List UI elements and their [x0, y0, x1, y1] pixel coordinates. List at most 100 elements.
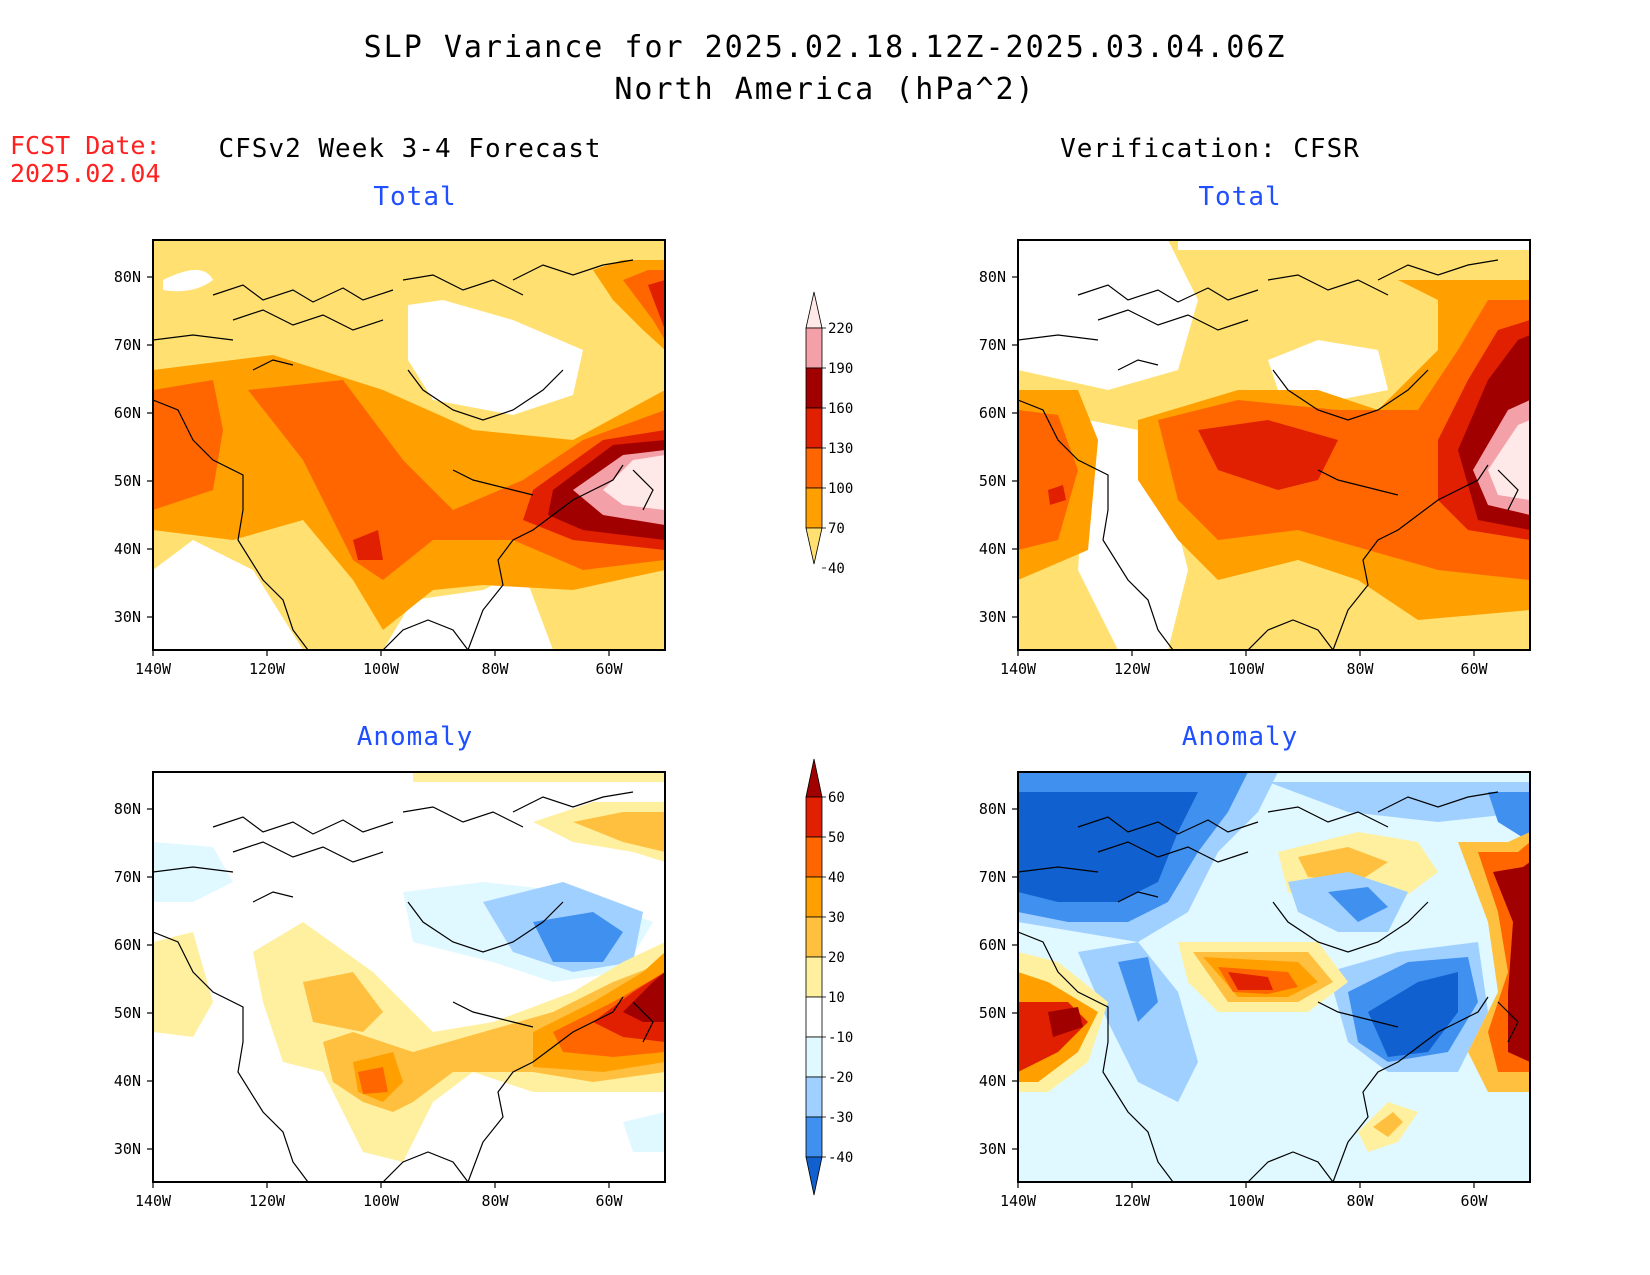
lat-tick: 30N — [114, 1140, 141, 1158]
lon-tick: 100W — [1228, 1192, 1265, 1210]
lat-ticks-forecast-anomaly: 80N 70N 60N 50N 40N 30N — [114, 800, 141, 1158]
colorbar-swatch — [805, 996, 823, 1038]
lon-tick: 100W — [363, 660, 400, 678]
colorbar-swatch — [805, 1076, 823, 1118]
colorbar-level-label: 50 — [828, 830, 845, 846]
shading-forecast-anomaly — [153, 772, 665, 1182]
lat-tick: 50N — [114, 472, 141, 490]
colorbar-level-label: -10 — [828, 1030, 853, 1046]
chart-subtitle: North America (hPa^2) — [614, 72, 1036, 107]
lat-tick: 50N — [979, 1004, 1006, 1022]
lat-tick: 40N — [114, 1072, 141, 1090]
colorbar-anomaly: 60 50 40 30 20 10 -10 -20 -30 -40 — [805, 758, 853, 1196]
colorbar-level-label: 100 — [828, 481, 853, 497]
lat-tick: 70N — [979, 868, 1006, 886]
colorbar-level-label: 20 — [828, 950, 845, 966]
lon-tick: 120W — [249, 660, 286, 678]
lon-tick: 120W — [1114, 660, 1151, 678]
colorbar-level-label: 130 — [828, 441, 853, 457]
lat-tick: 70N — [979, 336, 1006, 354]
colorbar-level-label: 40 — [828, 870, 845, 886]
colorbar-swatch — [805, 916, 823, 958]
lat-tick: 50N — [114, 1004, 141, 1022]
lat-tick: 60N — [114, 404, 141, 422]
colorbar-level-label: -40 — [828, 1150, 853, 1166]
panel-subtitle-verification-anomaly: Anomaly — [1181, 722, 1299, 752]
lat-tick: 30N — [979, 608, 1006, 626]
colorbar-top-arrow — [805, 758, 823, 798]
lat-tick: 60N — [979, 404, 1006, 422]
lon-ticks-verification-total: 140W 120W 100W 80W 60W — [1000, 660, 1489, 678]
lon-tick: 100W — [363, 1192, 400, 1210]
colorbar-swatch — [805, 836, 823, 878]
colorbar-swatch — [805, 487, 823, 529]
map-verification-anomaly: 80N 70N 60N 50N 40N 30N 140W 120W 100W 8… — [979, 771, 1531, 1210]
colorbar-level-label: 10 — [828, 990, 845, 1006]
lon-tick: 60W — [595, 1192, 623, 1210]
lon-tick: 80W — [481, 1192, 509, 1210]
lat-tick: 70N — [114, 868, 141, 886]
column-header-forecast: CFSv2 Week 3-4 Forecast — [218, 134, 602, 164]
colorbar-level-label: -30 — [828, 1110, 853, 1126]
lat-tick: 30N — [979, 1140, 1006, 1158]
colorbar-total: 220 190 160 130 100 70 40 — [805, 291, 853, 577]
column-header-verification: Verification: CFSR — [1060, 134, 1360, 164]
panel-subtitle-forecast-anomaly: Anomaly — [356, 722, 474, 752]
lon-ticks-forecast-total: 140W 120W 100W 80W 60W — [135, 660, 624, 678]
shading-verification-anomaly — [1018, 772, 1530, 1182]
colorbar-level-label: -20 — [828, 1070, 853, 1086]
lat-tick: 60N — [114, 936, 141, 954]
colorbar-bottom-arrow — [805, 527, 823, 565]
colorbar-swatch — [805, 327, 823, 369]
lat-ticks-verification-anomaly: 80N 70N 60N 50N 40N 30N — [979, 800, 1006, 1158]
lat-tick: 80N — [114, 800, 141, 818]
lon-tick: 140W — [135, 660, 172, 678]
map-verification-total: 80N 70N 60N 50N 40N 30N 140W 120W 100W 8… — [979, 239, 1531, 678]
lon-ticks-verification-anomaly: 140W 120W 100W 80W 60W — [1000, 1192, 1489, 1210]
fcst-date-value: 2025.02.04 — [10, 159, 161, 188]
lon-tick: 80W — [1346, 1192, 1374, 1210]
lon-tick: 60W — [1460, 660, 1488, 678]
colorbar-level-label: 60 — [828, 790, 845, 806]
colorbar-level-label: 190 — [828, 361, 853, 377]
lon-tick: 100W — [1228, 660, 1265, 678]
lat-tick: 80N — [979, 268, 1006, 286]
lat-ticks-forecast-total: 80N 70N 60N 50N 40N 30N — [114, 268, 141, 626]
lat-tick: 70N — [114, 336, 141, 354]
map-forecast-anomaly: 80N 70N 60N 50N 40N 30N 140W 120W 100W 8… — [114, 771, 666, 1210]
lon-tick: 80W — [1346, 660, 1374, 678]
colorbar-swatch — [805, 407, 823, 449]
colorbar-swatch — [805, 447, 823, 489]
colorbar-swatch — [805, 876, 823, 918]
lon-tick: 80W — [481, 660, 509, 678]
lon-tick: 60W — [1460, 1192, 1488, 1210]
colorbar-bottom-arrow — [805, 1156, 823, 1196]
lon-ticks-forecast-anomaly: 140W 120W 100W 80W 60W — [135, 1192, 624, 1210]
chart-title: SLP Variance for 2025.02.18.12Z-2025.03.… — [363, 30, 1287, 65]
lon-tick: 140W — [135, 1192, 172, 1210]
lon-tick: 120W — [249, 1192, 286, 1210]
lat-tick: 30N — [114, 608, 141, 626]
shading-verification-total — [1018, 240, 1530, 650]
lon-tick: 140W — [1000, 660, 1037, 678]
map-forecast-total: 80N 70N 60N 50N 40N 30N 140W 120W 100W 8… — [114, 239, 666, 678]
colorbar-swatch — [805, 796, 823, 838]
colorbar-level-label: 220 — [828, 321, 853, 337]
colorbar-level-label: 70 — [828, 521, 845, 537]
lat-tick: 40N — [114, 540, 141, 558]
panel-subtitle-forecast-total: Total — [373, 182, 457, 212]
shading-forecast-total — [153, 240, 665, 650]
colorbar-swatch — [805, 1036, 823, 1078]
lat-tick: 60N — [979, 936, 1006, 954]
colorbar-level-label: 30 — [828, 910, 845, 926]
colorbar-swatch — [805, 956, 823, 998]
lat-tick: 40N — [979, 540, 1006, 558]
lon-tick: 120W — [1114, 1192, 1151, 1210]
lat-tick: 80N — [114, 268, 141, 286]
colorbar-top-arrow — [805, 291, 823, 329]
colorbar-swatch — [805, 367, 823, 409]
lat-tick: 50N — [979, 472, 1006, 490]
lat-ticks-verification-total: 80N 70N 60N 50N 40N 30N — [979, 268, 1006, 626]
colorbar-level-label: 40 — [828, 561, 845, 577]
lat-tick: 80N — [979, 800, 1006, 818]
